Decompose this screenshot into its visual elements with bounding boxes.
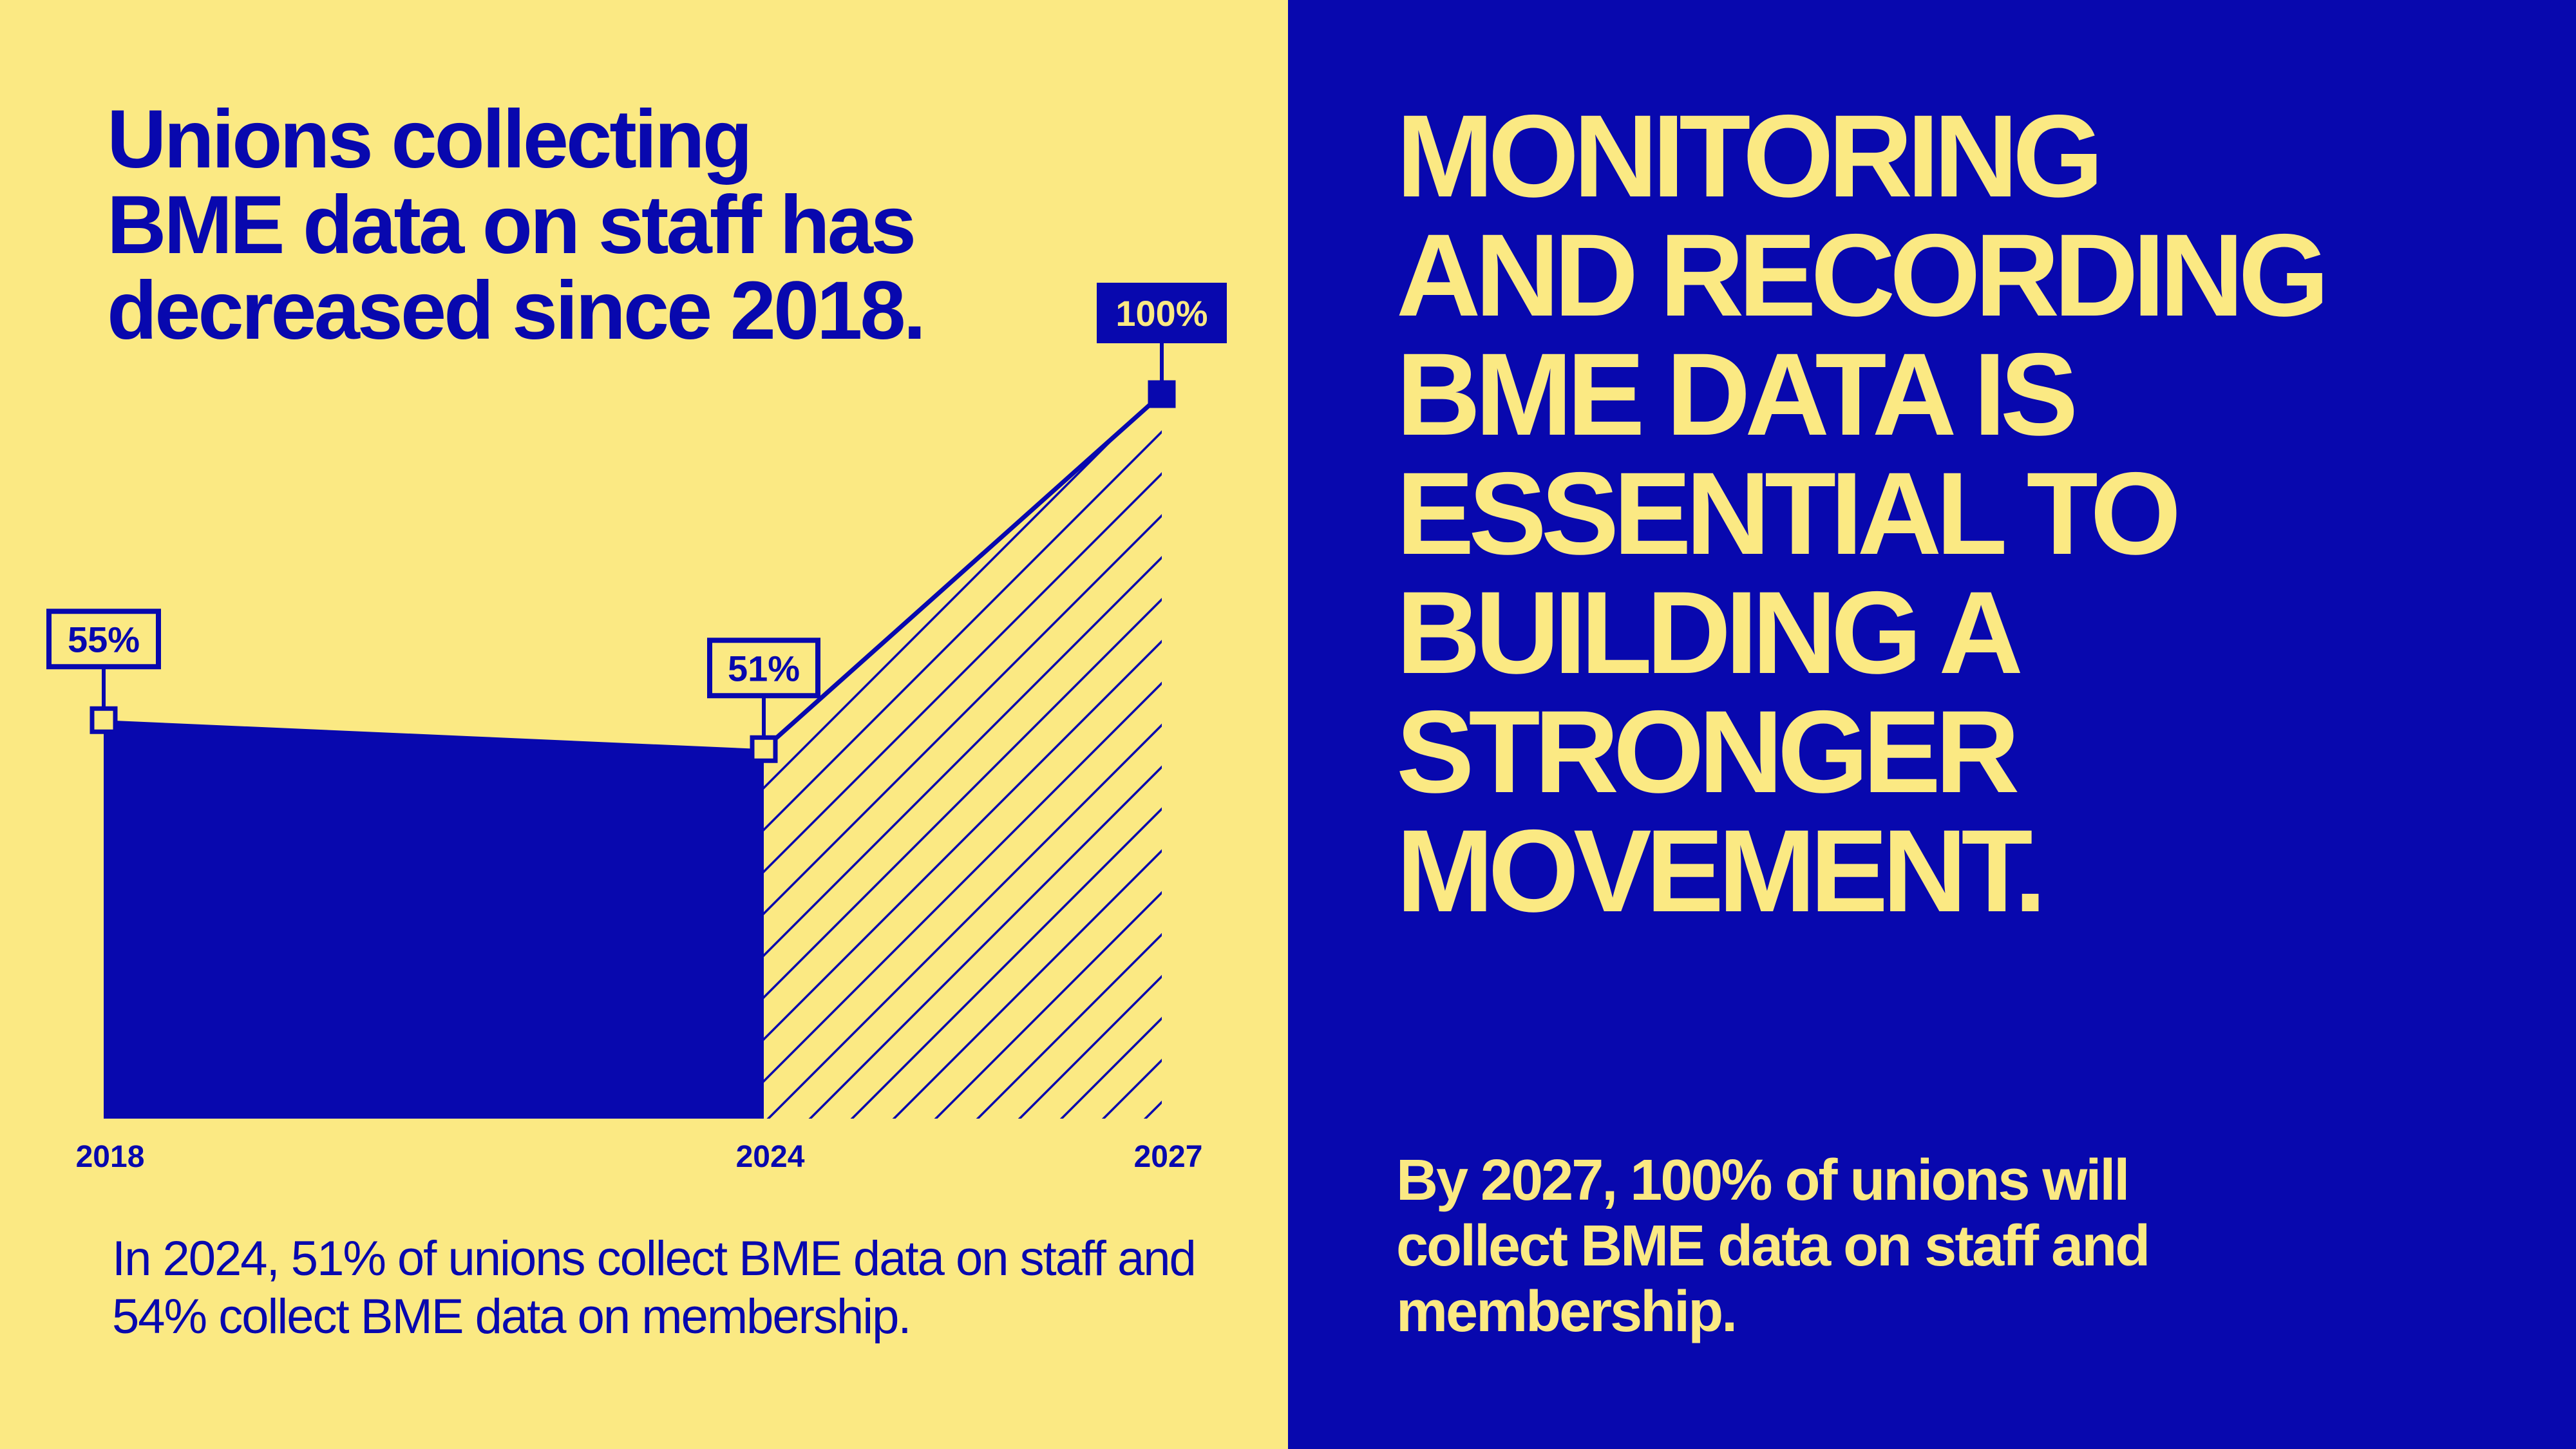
data-point-marker: [750, 735, 778, 763]
data-point-marker: [1148, 380, 1176, 408]
chart-title: Unions collecting BME data on staff has …: [107, 93, 926, 357]
x-tick-label: 2018: [76, 1140, 145, 1174]
x-tick-label: 2027: [1134, 1140, 1203, 1174]
right-panel: MONITORING AND RECORDING BME DATA IS ESS…: [1288, 0, 2576, 1449]
area-chart: 55% 2018 51% 2024 100% 2027: [46, 283, 1227, 1174]
data-label-box: [1097, 283, 1227, 343]
data-label-box: [46, 609, 161, 670]
data-point-marker: [90, 706, 118, 734]
chart-note: In 2024, 51% of unions collect BME data …: [112, 1231, 1197, 1344]
x-tick-label: 2024: [736, 1140, 805, 1174]
headline: MONITORING AND RECORDING BME DATA IS ESS…: [1396, 90, 2329, 936]
area-actual: [104, 720, 764, 1119]
data-label: 51%: [728, 648, 800, 688]
data-label: 100%: [1115, 293, 1208, 334]
target-line: [762, 392, 1164, 751]
data-label: 55%: [68, 619, 140, 659]
data-label-box: [707, 638, 820, 699]
area-target: [764, 394, 1162, 1119]
footer-statement: By 2027, 100% of unions will collect BME…: [1396, 1148, 2150, 1344]
